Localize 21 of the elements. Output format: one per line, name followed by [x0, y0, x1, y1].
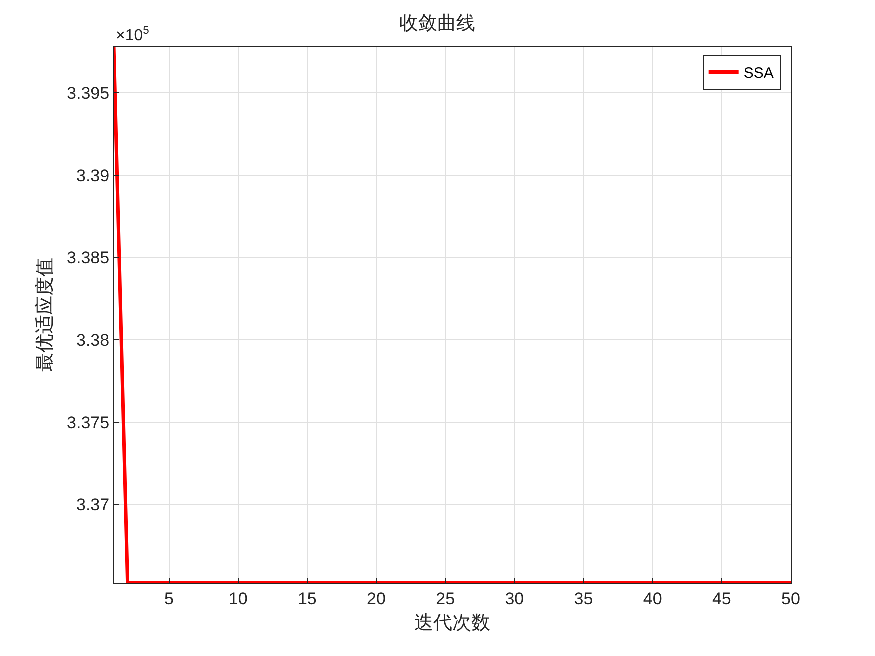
y-axis-title: 最优适应度值 — [34, 258, 56, 372]
y-tick-label: 3.39 — [76, 166, 110, 186]
x-tick-label: 40 — [643, 589, 662, 608]
y-tick-label: 3.375 — [67, 413, 110, 432]
x-tick-label: 35 — [574, 589, 594, 608]
text: ×10$^{5}$ — [116, 25, 150, 45]
x-tick-label: 10 — [228, 589, 248, 608]
x-tick-label: 45 — [712, 589, 732, 608]
x-tick-label: 50 — [782, 589, 800, 608]
x-tick-label: 25 — [436, 589, 456, 608]
x-tick-label: 5 — [164, 589, 174, 608]
y-tick-label: 3.38 — [76, 330, 110, 350]
x-tick-label: 15 — [298, 589, 317, 608]
chart-title: 收敛曲线 — [400, 14, 476, 35]
y-tick-label: 3.385 — [67, 248, 110, 268]
y-tick-label: 3.395 — [67, 84, 110, 104]
y-tick-label: 3.37 — [76, 496, 110, 515]
x-tick-label: 30 — [505, 589, 524, 608]
legend-label: SSA — [744, 65, 774, 82]
x-tick-label: 20 — [367, 589, 386, 608]
x-axis-title: 迭代次数 — [414, 613, 490, 634]
